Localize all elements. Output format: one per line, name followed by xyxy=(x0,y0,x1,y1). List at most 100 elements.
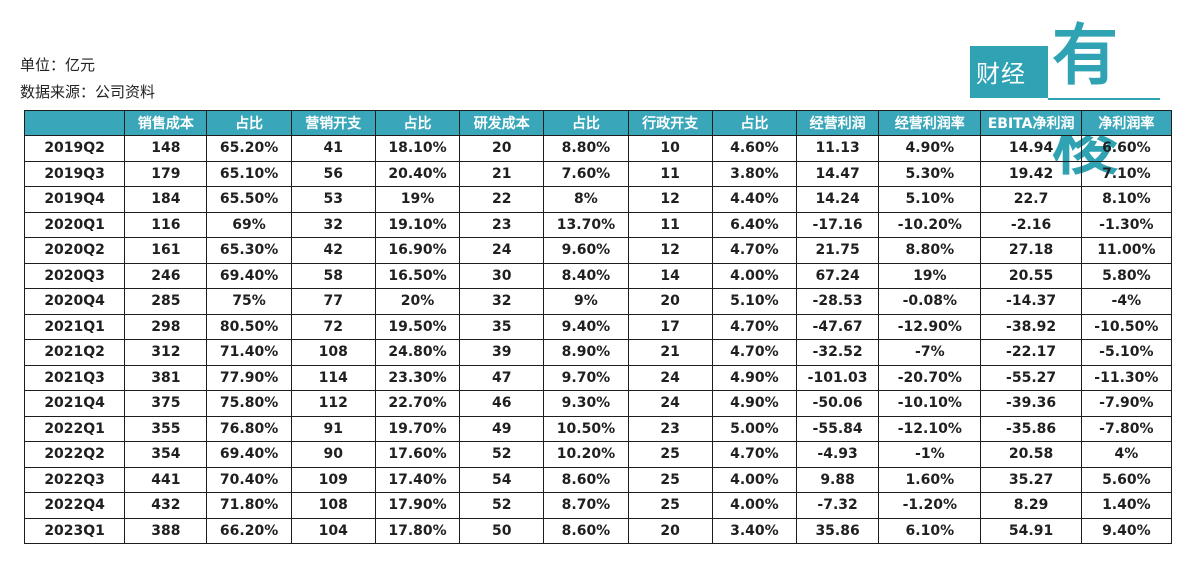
table-cell: 298 xyxy=(124,313,208,340)
table-row: 2021Q4 375 75.80% 112 22.70% 46 9.30% 24 4.90% -5… xyxy=(23,390,1173,417)
table-cell: 4.90% xyxy=(878,135,982,162)
table-cell: -1.20% xyxy=(878,492,982,519)
table-cell: 32 xyxy=(459,288,545,315)
table-cell: 46 xyxy=(459,390,545,417)
table-cell: 8.80% xyxy=(543,135,629,162)
table-cell: 22.70% xyxy=(374,390,461,417)
table-cell: 65.50% xyxy=(206,186,292,213)
table-row: 2021Q1 298 80.50% 72 19.50% 35 9.40% 17 4.70% -47… xyxy=(23,313,1173,340)
table-cell: -2.16 xyxy=(980,211,1082,238)
column-header: 营销开支 xyxy=(290,110,376,136)
row-period-cell: 2022Q3 xyxy=(23,466,126,493)
table-cell: 1.60% xyxy=(878,466,982,493)
table-cell: 69.40% xyxy=(206,262,292,289)
table-cell: 148 xyxy=(124,135,208,162)
table-cell: 21 xyxy=(459,160,545,187)
table-cell: 8.10% xyxy=(1080,186,1173,213)
table-cell: 52 xyxy=(459,441,545,468)
table-cell: 9.40% xyxy=(543,313,629,340)
table-cell: 16.50% xyxy=(374,262,461,289)
table-cell: 112 xyxy=(290,390,376,417)
table-cell: -0.08% xyxy=(878,288,982,315)
table-cell: 6.60% xyxy=(1080,135,1173,162)
table-cell: 20 xyxy=(459,135,545,162)
table-cell: -20.70% xyxy=(878,364,982,391)
table-cell: 23 xyxy=(459,211,545,238)
table-cell: 19.50% xyxy=(374,313,461,340)
column-header: 占比 xyxy=(374,110,461,136)
table-row: 2019Q2 148 65.20% 41 18.10% 20 8.80% 10 4.60% 11.… xyxy=(23,135,1173,162)
table-cell: 4% xyxy=(1080,441,1173,468)
table-cell: 22.7 xyxy=(980,186,1082,213)
column-header: 销售成本 xyxy=(124,110,208,136)
table-cell: 116 xyxy=(124,211,208,238)
row-period-cell: 2022Q4 xyxy=(23,492,126,519)
table-cell: 12 xyxy=(627,237,713,264)
table-cell: 65.20% xyxy=(206,135,292,162)
table-cell: -55.27 xyxy=(980,364,1082,391)
table-cell: 1.40% xyxy=(1080,492,1173,519)
table-cell: -47.67 xyxy=(795,313,880,340)
table-cell: 246 xyxy=(124,262,208,289)
table-cell: -38.92 xyxy=(980,313,1082,340)
table-cell: -7% xyxy=(878,339,982,366)
table-cell: 39 xyxy=(459,339,545,366)
table-cell: 71.80% xyxy=(206,492,292,519)
financial-table: 销售成本 占比 营销开支 占比 研发成本 占比 行政开支 占比 经营利润 经营利润率 EBITA净利… xyxy=(23,110,1173,544)
row-period-cell: 2021Q3 xyxy=(23,364,126,391)
table-cell: 58 xyxy=(290,262,376,289)
table-cell: 7.10% xyxy=(1080,160,1173,187)
table-cell: 108 xyxy=(290,339,376,366)
table-cell: 24.80% xyxy=(374,339,461,366)
table-cell: -101.03 xyxy=(795,364,880,391)
table-cell: 312 xyxy=(124,339,208,366)
table-cell: 19.10% xyxy=(374,211,461,238)
table-cell: 25 xyxy=(627,466,713,493)
table-cell: -12.90% xyxy=(878,313,982,340)
table-cell: 3.40% xyxy=(711,517,797,544)
table-cell: 8.60% xyxy=(543,517,629,544)
column-header: 占比 xyxy=(543,110,629,136)
table-cell: 12 xyxy=(627,186,713,213)
table-cell: -35.86 xyxy=(980,415,1082,442)
table-cell: 71.40% xyxy=(206,339,292,366)
column-header: EBITA净利润 xyxy=(980,110,1082,136)
table-cell: -10.50% xyxy=(1080,313,1173,340)
table-cell: 5.80% xyxy=(1080,262,1173,289)
table-row: 2022Q4 432 71.80% 108 17.90% 52 8.70% 25 4.00% -7… xyxy=(23,492,1173,519)
table-cell: 35.27 xyxy=(980,466,1082,493)
table-cell: 69.40% xyxy=(206,441,292,468)
table-cell: 5.00% xyxy=(711,415,797,442)
table-cell: 77.90% xyxy=(206,364,292,391)
table-cell: 14.47 xyxy=(795,160,880,187)
table-cell: -4% xyxy=(1080,288,1173,315)
table-row: 2021Q2 312 71.40% 108 24.80% 39 8.90% 21 4.70% -3… xyxy=(23,339,1173,366)
table-cell: 17.90% xyxy=(374,492,461,519)
row-period-cell: 2022Q2 xyxy=(23,441,126,468)
table-cell: 5.10% xyxy=(878,186,982,213)
table-cell: 8.70% xyxy=(543,492,629,519)
table-cell: 4.70% xyxy=(711,441,797,468)
table-cell: 161 xyxy=(124,237,208,264)
table-cell: 4.00% xyxy=(711,262,797,289)
table-cell: 75.80% xyxy=(206,390,292,417)
table-cell: 17.60% xyxy=(374,441,461,468)
table-cell: 22 xyxy=(459,186,545,213)
table-row: 2019Q4 184 65.50% 53 19% 22 8% 12 4.40% 14.24 5.10… xyxy=(23,186,1173,213)
table-cell: 114 xyxy=(290,364,376,391)
table-cell: 6.40% xyxy=(711,211,797,238)
table-cell: 4.70% xyxy=(711,313,797,340)
table-cell: 14.24 xyxy=(795,186,880,213)
table-cell: -10.20% xyxy=(878,211,982,238)
table-cell: 24 xyxy=(627,390,713,417)
column-header: 占比 xyxy=(711,110,797,136)
table-cell: 56 xyxy=(290,160,376,187)
row-period-cell: 2019Q2 xyxy=(23,135,126,162)
table-cell: 109 xyxy=(290,466,376,493)
table-row: 2020Q1 116 69% 32 19.10% 23 13.70% 11 6.40% -17.1… xyxy=(23,211,1173,238)
table-cell: -39.36 xyxy=(980,390,1082,417)
row-period-cell: 2023Q1 xyxy=(23,517,126,544)
table-cell: 25 xyxy=(627,441,713,468)
row-period-cell: 2021Q4 xyxy=(23,390,126,417)
table-cell: -7.90% xyxy=(1080,390,1173,417)
